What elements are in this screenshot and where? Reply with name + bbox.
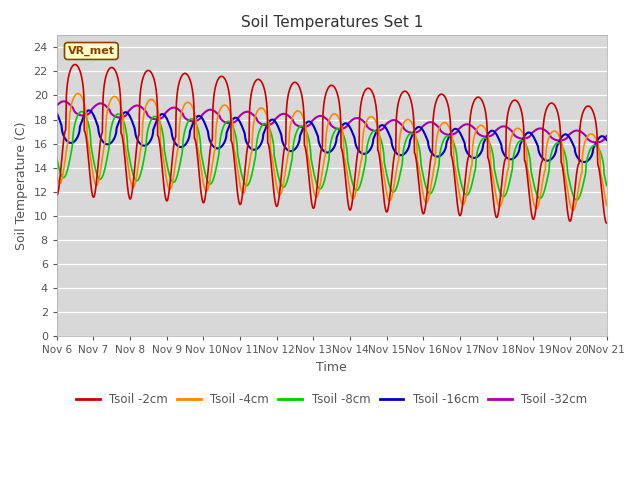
Tsoil -2cm [308,201,316,206]
Legend: Tsoil -2cm, Tsoil -4cm, Tsoil -8cm, Tsoil -16cm, Tsoil -32cm: Tsoil -2cm, Tsoil -4cm, Tsoil -8cm, Tsoi… [71,389,592,411]
Line: Tsoil -16cm: Tsoil -16cm [57,110,607,162]
Tsoil -8cm [573,197,580,203]
Tsoil -2cm [96,144,104,150]
Tsoil -4cm [74,91,81,96]
Tsoil -2cm [603,220,611,226]
Tsoil -32cm [96,101,104,107]
Tsoil -32cm [118,114,126,120]
Tsoil -4cm [308,177,316,182]
Text: VR_met: VR_met [68,46,115,56]
Tsoil -2cm [366,86,374,92]
Tsoil -2cm [71,61,79,67]
Tsoil -32cm [308,119,316,124]
Tsoil -8cm [78,108,86,114]
Tsoil -4cm [96,172,104,178]
Tsoil -8cm [308,159,316,165]
Line: Tsoil -2cm: Tsoil -2cm [57,64,607,223]
Tsoil -2cm [287,84,294,90]
Title: Soil Temperatures Set 1: Soil Temperatures Set 1 [241,15,423,30]
Tsoil -32cm [298,124,306,130]
X-axis label: Time: Time [316,361,347,374]
Tsoil -4cm [287,122,294,128]
Tsoil -8cm [603,182,611,188]
Y-axis label: Soil Temperature (C): Soil Temperature (C) [15,121,28,250]
Tsoil -8cm [53,155,61,161]
Tsoil -4cm [118,109,126,115]
Tsoil -16cm [308,120,316,126]
Tsoil -4cm [569,207,577,213]
Tsoil -32cm [593,140,600,145]
Tsoil -16cm [580,159,588,165]
Line: Tsoil -32cm: Tsoil -32cm [57,101,607,143]
Tsoil -32cm [287,115,294,120]
Tsoil -16cm [366,147,374,153]
Tsoil -2cm [118,133,126,139]
Tsoil -16cm [298,128,306,134]
Tsoil -32cm [60,98,68,104]
Tsoil -16cm [287,148,294,154]
Tsoil -32cm [603,133,611,139]
Tsoil -4cm [53,172,61,178]
Tsoil -16cm [118,112,126,118]
Tsoil -32cm [53,103,61,108]
Tsoil -2cm [53,192,61,198]
Tsoil -4cm [298,111,306,117]
Tsoil -16cm [603,137,611,143]
Tsoil -4cm [603,203,611,208]
Tsoil -32cm [366,126,374,132]
Tsoil -4cm [366,114,374,120]
Tsoil -2cm [298,93,306,98]
Tsoil -16cm [96,133,104,139]
Line: Tsoil -4cm: Tsoil -4cm [57,94,607,210]
Line: Tsoil -8cm: Tsoil -8cm [57,111,607,200]
Tsoil -8cm [287,164,294,170]
Tsoil -16cm [85,108,93,113]
Tsoil -16cm [53,110,61,116]
Tsoil -8cm [366,133,374,139]
Tsoil -8cm [118,115,126,120]
Tsoil -8cm [96,176,104,182]
Tsoil -8cm [298,123,306,129]
